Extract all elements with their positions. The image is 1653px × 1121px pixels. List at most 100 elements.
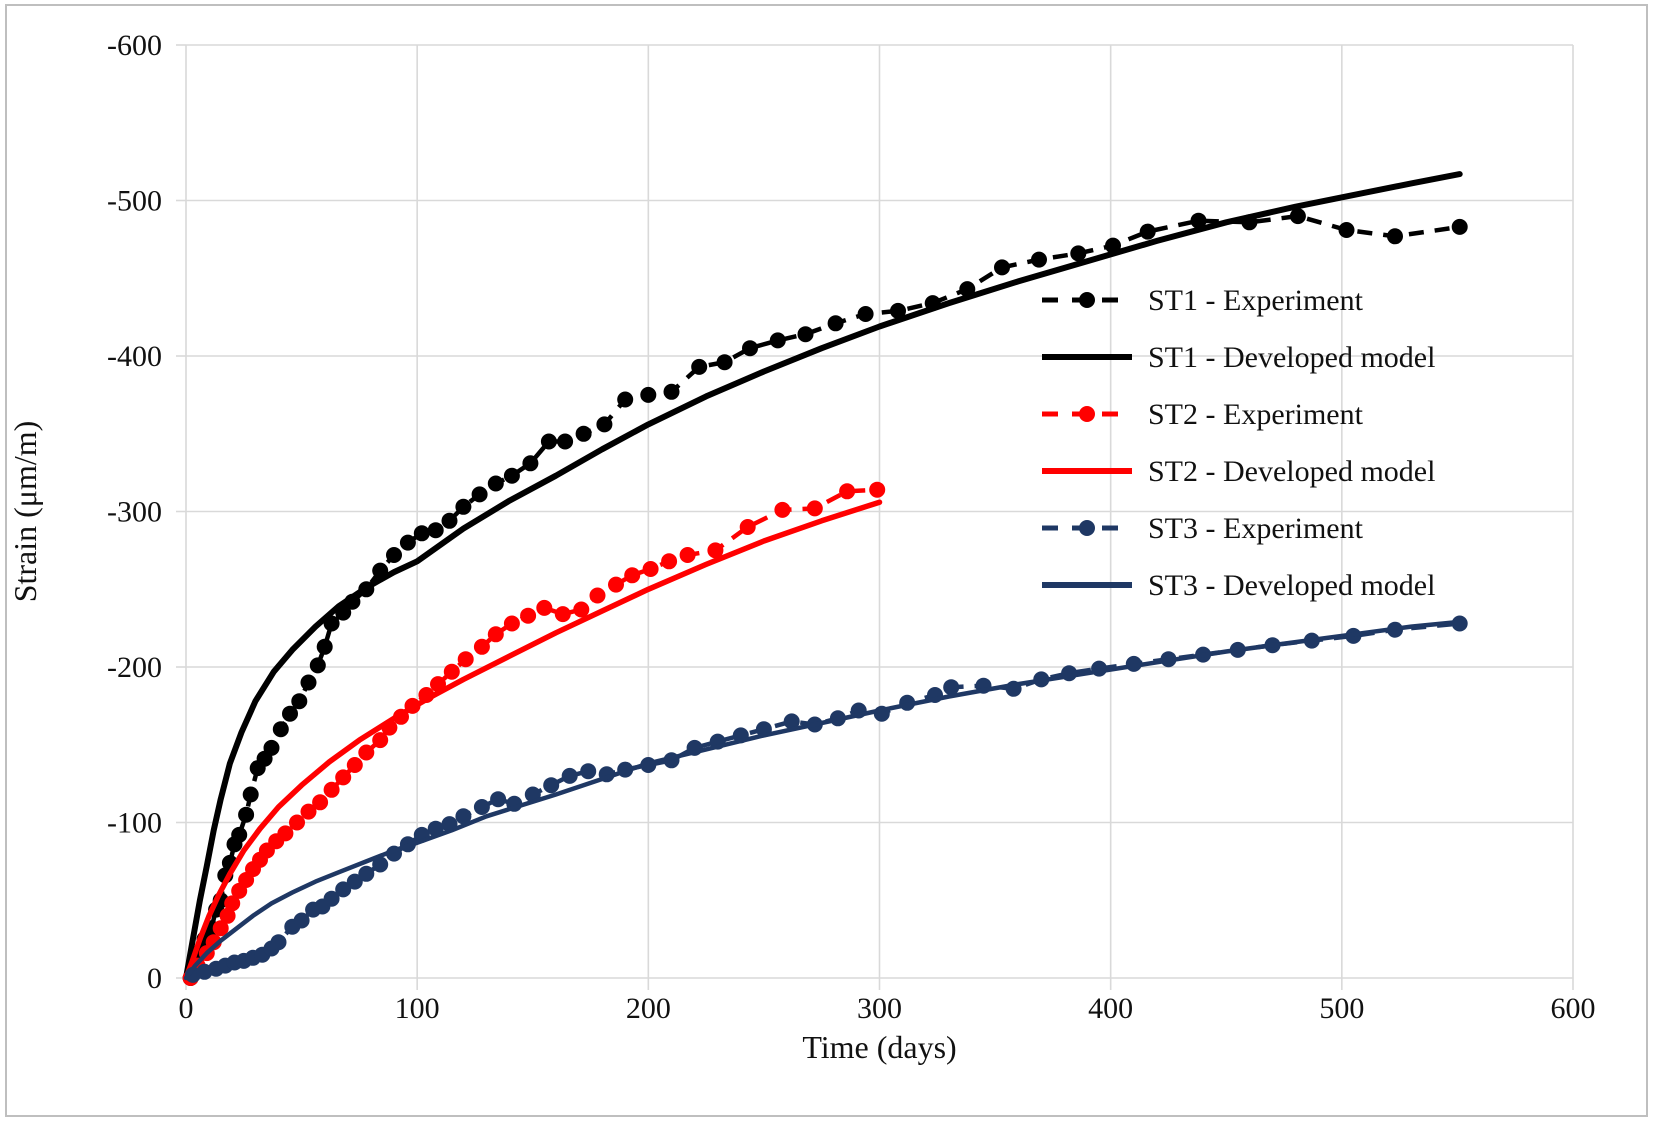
x-axis-title: Time (days) — [802, 1029, 956, 1065]
data-point-marker — [471, 486, 488, 503]
data-point-marker — [608, 576, 624, 593]
data-point-marker — [890, 302, 906, 319]
data-point-marker — [291, 693, 308, 710]
data-point-marker — [1070, 245, 1087, 262]
data-point-marker — [691, 358, 708, 375]
data-point-marker — [1031, 251, 1047, 268]
data-point-marker — [346, 757, 363, 773]
y-tick-label: -600 — [107, 29, 162, 62]
data-point-marker — [783, 713, 800, 730]
data-point-marker — [272, 721, 289, 738]
data-point-marker — [739, 519, 756, 535]
legend-label: ST3 - Developed model — [1148, 569, 1435, 602]
data-point-marker — [536, 599, 553, 616]
data-point-marker — [742, 340, 758, 357]
data-point-marker — [293, 912, 310, 929]
y-tick-label: -300 — [107, 496, 162, 529]
data-point-marker — [994, 259, 1010, 276]
data-point-marker — [557, 433, 574, 450]
data-point-marker — [580, 763, 597, 780]
legend-item: ST2 - Experiment — [1042, 398, 1364, 431]
legend-marker-dot — [1079, 292, 1095, 308]
data-point-marker — [543, 777, 560, 794]
data-point-marker — [554, 606, 571, 623]
model-line — [183, 619, 1462, 981]
data-point-marker — [769, 332, 786, 349]
data-point-marker — [1387, 228, 1403, 245]
x-tick-label: 600 — [1551, 992, 1596, 1025]
data-point-marker — [457, 651, 474, 668]
data-point-marker — [473, 638, 490, 655]
data-point-marker — [624, 567, 641, 584]
data-point-marker — [399, 534, 416, 551]
data-point-marker — [589, 587, 606, 604]
legend-item: ST3 - Experiment — [1042, 512, 1364, 545]
legend-item: ST1 - Developed model — [1042, 341, 1435, 374]
data-point-marker — [661, 553, 678, 570]
data-point-marker — [372, 856, 389, 873]
data-point-marker — [943, 679, 960, 696]
data-point-marker — [309, 657, 326, 674]
data-point-marker — [263, 739, 280, 756]
data-point-marker — [839, 483, 856, 500]
data-point-marker — [358, 865, 375, 882]
x-tick-label: 500 — [1319, 992, 1364, 1025]
data-point-marker — [575, 425, 592, 442]
data-point-marker — [346, 873, 363, 890]
data-point-marker — [238, 806, 255, 823]
data-point-marker — [827, 315, 844, 332]
data-point-marker — [289, 814, 305, 831]
data-point-marker — [455, 808, 472, 825]
data-point-marker — [300, 803, 317, 820]
y-tick-label: 0 — [147, 962, 162, 995]
data-point-marker — [596, 416, 613, 433]
y-tick-label: -400 — [107, 340, 162, 373]
data-point-marker — [212, 920, 229, 937]
data-point-marker — [1190, 212, 1207, 229]
data-point-marker — [487, 475, 504, 492]
x-tick-label: 300 — [857, 992, 902, 1025]
series-st3-experiment — [184, 615, 1468, 983]
model-line — [183, 171, 1463, 981]
legend-marker-dot — [1079, 520, 1095, 536]
data-point-marker — [455, 498, 472, 515]
data-point-marker — [707, 542, 724, 559]
legend-label: ST1 - Developed model — [1148, 341, 1435, 374]
data-point-marker — [503, 615, 520, 632]
data-point-marker — [490, 791, 507, 808]
data-point-marker — [642, 561, 659, 577]
data-point-marker — [806, 500, 823, 517]
x-tick-label: 200 — [626, 992, 671, 1025]
data-point-marker — [358, 744, 375, 761]
data-point-marker — [640, 386, 657, 403]
y-tick-label: -200 — [107, 651, 162, 684]
series-st1-developed-model — [183, 171, 1463, 981]
data-point-marker — [335, 881, 352, 898]
data-point-marker — [300, 674, 317, 691]
legend: ST1 - Experiment ST1 - Developed model ST2… — [1042, 284, 1435, 602]
data-point-marker — [473, 799, 490, 815]
data-point-marker — [270, 934, 287, 951]
data-point-marker — [316, 638, 333, 655]
tick-labels: 0 100 200 300 400 500 600 0 -100 -200 -300 -400 -500… — [107, 29, 1596, 1025]
legend-item: ST3 - Developed model — [1042, 569, 1435, 602]
x-tick-label: 100 — [395, 992, 440, 1025]
data-point-marker — [441, 512, 458, 529]
data-point-marker — [413, 525, 430, 542]
data-point-marker — [277, 825, 294, 842]
data-point-marker — [679, 547, 696, 563]
data-point-marker — [335, 769, 352, 786]
legend-item: ST2 - Developed model — [1042, 455, 1435, 488]
legend-label: ST1 - Experiment — [1148, 284, 1364, 317]
experiment-line — [188, 213, 1461, 979]
data-point-marker — [716, 354, 733, 371]
data-point-marker — [219, 907, 236, 924]
data-point-marker — [797, 326, 814, 343]
data-point-marker — [540, 433, 557, 450]
series-st1-experiment — [182, 208, 1468, 986]
x-tick-label: 400 — [1088, 992, 1133, 1025]
legend-label: ST3 - Experiment — [1148, 512, 1364, 545]
gridlines — [176, 44, 1574, 990]
